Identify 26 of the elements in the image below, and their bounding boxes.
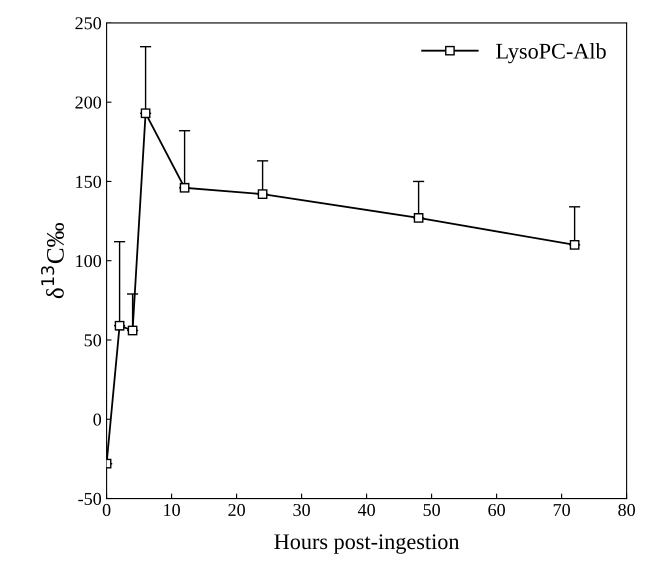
x-tick-label: 50 (424, 504, 440, 516)
point (128, 326, 138, 336)
x-tick-label: 0 (102, 504, 110, 516)
point (114, 320, 124, 331)
y-tick-label: -50 (78, 492, 102, 505)
x-tick-label: 70 (554, 504, 570, 516)
x-tick-label: 20 (228, 504, 245, 516)
y-tick-label: 0 (93, 414, 102, 426)
y-tick-label: 150 (76, 176, 102, 188)
point (140, 108, 150, 118)
y-tick-label: 250 (75, 17, 102, 30)
point (570, 240, 580, 250)
x-axis-title: Hours post-ingestion (274, 534, 460, 554)
legend-label: LysoPC-Alb (496, 43, 606, 64)
y-tick-label: 50 (84, 334, 102, 346)
y-tick-label: 200 (75, 96, 102, 109)
x-tick-label: 80 (618, 504, 635, 516)
y-axis-title: δ$^{13}$C‰ (41, 223, 64, 298)
x-tick-label: 10 (164, 504, 180, 516)
x-tick-label: 60 (488, 504, 505, 516)
y-tick-label: 100 (76, 254, 102, 268)
x-tick-label: 30 (293, 504, 310, 516)
point (180, 182, 190, 193)
point (258, 189, 268, 199)
point (414, 213, 424, 223)
x-tick-label: 40 (358, 504, 375, 516)
